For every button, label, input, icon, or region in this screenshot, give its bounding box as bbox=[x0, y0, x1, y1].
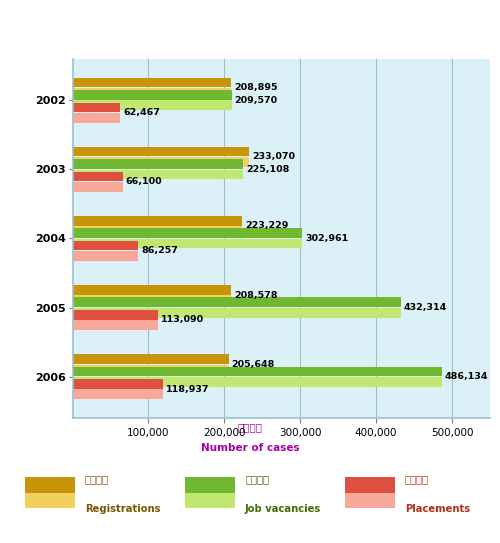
Bar bbox=[72, 308, 400, 318]
Text: 223,229: 223,229 bbox=[245, 222, 288, 230]
Text: 86,257: 86,257 bbox=[141, 247, 178, 255]
FancyBboxPatch shape bbox=[345, 477, 395, 493]
Bar bbox=[72, 169, 243, 179]
Bar bbox=[72, 159, 243, 169]
Bar bbox=[72, 389, 163, 399]
Text: Job vacancies: Job vacancies bbox=[245, 504, 321, 514]
Bar bbox=[72, 157, 250, 167]
Bar bbox=[72, 320, 158, 330]
Text: 66,100: 66,100 bbox=[126, 177, 162, 186]
Bar bbox=[72, 285, 231, 295]
Text: 職位空缺: 職位空缺 bbox=[245, 474, 269, 484]
Bar bbox=[72, 226, 242, 236]
Text: 獲得就業: 獲得就業 bbox=[405, 474, 429, 484]
Text: 432,314: 432,314 bbox=[404, 303, 447, 312]
Bar bbox=[72, 367, 442, 376]
Text: 208,895: 208,895 bbox=[234, 83, 278, 92]
Bar bbox=[72, 310, 158, 320]
Bar bbox=[72, 100, 232, 110]
Bar bbox=[72, 364, 229, 374]
Bar bbox=[72, 88, 231, 98]
Text: 486,134: 486,134 bbox=[444, 372, 488, 381]
Bar bbox=[72, 172, 122, 181]
Text: 225,108: 225,108 bbox=[246, 165, 290, 174]
Bar bbox=[72, 354, 229, 364]
Text: 圖五。二   二零零二年至二零零六年向健全求職人士提供就業服務的工作表現指標: 圖五。二 二零零二年至二零零六年向健全求職人士提供就業服務的工作表現指標 bbox=[8, 5, 218, 14]
Bar bbox=[72, 113, 120, 123]
FancyBboxPatch shape bbox=[345, 493, 395, 508]
Text: Registrations: Registrations bbox=[85, 504, 160, 514]
Bar bbox=[72, 251, 138, 261]
Text: 205,648: 205,648 bbox=[232, 359, 275, 369]
Bar bbox=[72, 295, 231, 305]
Text: Placements: Placements bbox=[405, 504, 470, 514]
Text: Able-bodied Job-seekers from 2002 to 2006: Able-bodied Job-seekers from 2002 to 200… bbox=[8, 49, 197, 58]
Bar bbox=[72, 239, 302, 248]
Bar bbox=[72, 298, 400, 307]
Bar bbox=[72, 78, 231, 87]
Bar bbox=[72, 229, 302, 238]
Text: 62,467: 62,467 bbox=[123, 108, 160, 117]
Text: 209,570: 209,570 bbox=[234, 96, 278, 105]
Text: 118,937: 118,937 bbox=[166, 384, 210, 394]
Bar bbox=[72, 103, 120, 112]
Bar bbox=[72, 216, 242, 225]
Bar bbox=[72, 147, 250, 156]
Bar bbox=[72, 241, 138, 250]
Bar bbox=[72, 182, 122, 192]
Text: 233,070: 233,070 bbox=[252, 152, 296, 161]
Text: 個案數目: 個案數目 bbox=[238, 422, 262, 432]
Text: 113,090: 113,090 bbox=[162, 315, 204, 325]
Bar bbox=[72, 379, 163, 389]
Text: 求職登記: 求職登記 bbox=[85, 474, 109, 484]
FancyBboxPatch shape bbox=[25, 477, 75, 493]
FancyBboxPatch shape bbox=[185, 493, 235, 508]
Text: Number of cases: Number of cases bbox=[200, 443, 300, 453]
Bar bbox=[72, 377, 442, 387]
Bar bbox=[72, 90, 232, 100]
Text: Figure 5.2   Key Indicators of Work on Employment Assistance Rendered to: Figure 5.2 Key Indicators of Work on Emp… bbox=[8, 28, 336, 37]
Text: 208,578: 208,578 bbox=[234, 291, 278, 300]
Text: 302,961: 302,961 bbox=[306, 234, 349, 243]
FancyBboxPatch shape bbox=[25, 493, 75, 508]
FancyBboxPatch shape bbox=[185, 477, 235, 493]
